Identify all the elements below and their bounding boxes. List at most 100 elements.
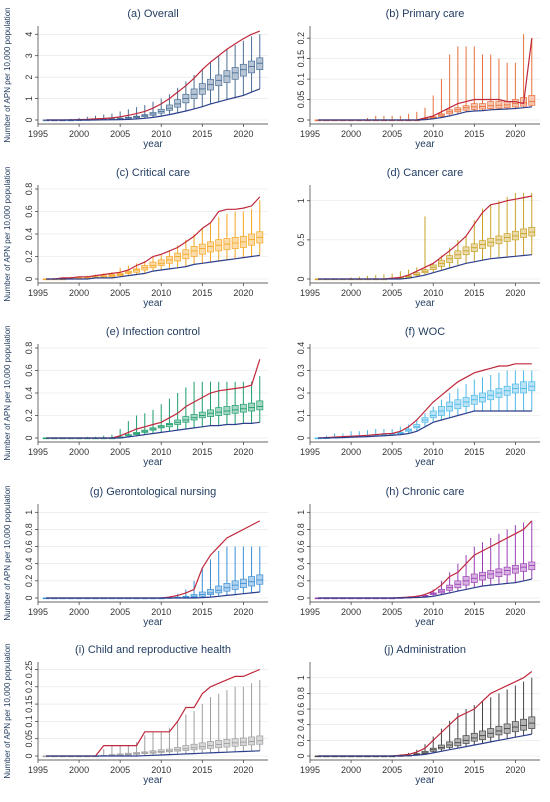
x-axis-label: year (143, 617, 163, 628)
y-tick-label: 0.2 (24, 409, 34, 422)
iqr-box (231, 67, 239, 80)
x-tick-label: 2015 (464, 288, 484, 298)
iqr-box (182, 416, 190, 423)
panel-title: (f) WOC (405, 326, 445, 338)
panel-d: (d) Cancer care 0 0.5 1 1995 2000 2005 2010 2015… (296, 167, 540, 309)
iqr-box (520, 718, 528, 731)
panel-h: (h) Chronic care 0 0.2 0.4 0.6 0.8 1 1995 2000 20… (296, 486, 540, 628)
iqr-box (207, 589, 214, 595)
iqr-box (470, 732, 478, 742)
y-axis-label: Number of APN per 10,000 population (3, 325, 12, 460)
y-tick-label: 0.4 (296, 718, 306, 731)
y-tick-label: 1 (296, 510, 306, 515)
x-tick-label: 2010 (151, 607, 171, 617)
y-tick-label: 0.15 (24, 695, 34, 713)
iqr-box (248, 736, 256, 746)
y-tick-label: 2 (24, 75, 34, 80)
min-line (46, 591, 260, 599)
x-tick-label: 2020 (505, 765, 525, 775)
y-tick-label: 0.2 (24, 250, 34, 263)
y-tick-label: 0.2 (24, 575, 34, 588)
max-line (318, 671, 533, 757)
panel-i: (i) Child and reproductive health 0 0.05 0.… (3, 643, 268, 786)
y-tick-label: 0.5 (296, 234, 306, 247)
min-line (318, 106, 532, 121)
x-tick-label: 1995 (300, 765, 320, 775)
panel-a: (a) Overall 0 1 2 3 4 1995 2000 2005 2010 2015 2020… (3, 7, 268, 150)
x-tick-label: 2000 (341, 129, 361, 139)
y-tick-label: 0 (24, 435, 34, 440)
y-tick-label: 0 (24, 117, 34, 122)
y-tick-label: 1 (296, 675, 306, 680)
panel-f: (f) WOC 0 0.1 0.2 0.3 0.4 1995 2000 2005 2010 2015… (296, 326, 540, 468)
iqr-box (190, 414, 198, 421)
x-tick-label: 2015 (464, 607, 484, 617)
x-tick-label: 2010 (423, 288, 443, 298)
y-tick-label: 0.8 (24, 523, 34, 536)
iqr-box (198, 742, 206, 750)
min-line (318, 254, 532, 280)
y-tick-label: 0.6 (24, 205, 34, 218)
x-tick-label: 1995 (28, 765, 48, 775)
x-tick-label: 2010 (423, 607, 443, 617)
min-line (318, 410, 532, 439)
x-tick-label: 2000 (69, 765, 89, 775)
min-line (46, 421, 260, 439)
y-tick-label: 0.05 (296, 91, 306, 109)
iqr-box (165, 423, 173, 428)
y-axis-label: Number of APN per 10,000 population (3, 7, 12, 142)
y-tick-label: 0 (296, 753, 306, 758)
x-tick-label: 2020 (505, 129, 525, 139)
iqr-box (256, 57, 264, 70)
x-tick-label: 2015 (192, 288, 212, 298)
x-tick-label: 2015 (192, 765, 212, 775)
y-tick-label: 0.15 (296, 50, 306, 68)
panel-g: (g) Gerontological nursing 0 0.2 0.4 0.6 0.8 1… (3, 485, 268, 628)
x-tick-label: 2005 (382, 288, 402, 298)
x-axis-label: year (415, 617, 435, 628)
x-tick-label: 2000 (69, 447, 89, 457)
panel-title: (j) Administration (384, 644, 466, 656)
max-line (318, 520, 533, 599)
iqr-box (239, 63, 247, 77)
y-tick-label: 0 (296, 595, 306, 600)
y-tick-label: 0 (24, 753, 34, 758)
x-tick-label: 2005 (382, 765, 402, 775)
x-tick-label: 1995 (28, 288, 48, 298)
x-tick-label: 2015 (192, 129, 212, 139)
x-tick-label: 2000 (341, 288, 361, 298)
panel-title: (e) Infection control (106, 326, 200, 338)
y-tick-label: 0.05 (24, 730, 34, 748)
panel-b: (b) Primary care 0 0.05 0.1 0.15 0.2 1995 2000 2… (296, 8, 540, 150)
panel-e: (e) Infection control 0 0.2 0.4 0.6 0.8 1995 20… (3, 325, 268, 468)
x-tick-label: 2000 (341, 447, 361, 457)
x-tick-label: 2010 (423, 765, 443, 775)
y-tick-label: 0.1 (24, 715, 34, 728)
min-line (46, 254, 260, 280)
y-tick-label: 0 (296, 276, 306, 281)
y-tick-label: 1 (24, 510, 34, 515)
x-tick-label: 1995 (300, 288, 320, 298)
y-axis-label: Number of APN per 10,000 population (3, 643, 12, 778)
x-tick-label: 1995 (300, 447, 320, 457)
panel-title: (b) Primary care (386, 8, 465, 20)
iqr-box (231, 405, 239, 414)
iqr-box (256, 400, 264, 411)
x-tick-label: 2020 (233, 288, 253, 298)
x-tick-label: 2005 (110, 607, 130, 617)
x-tick-label: 2010 (151, 129, 171, 139)
y-tick-label: 0 (296, 117, 306, 122)
x-tick-label: 2000 (341, 607, 361, 617)
y-tick-label: 0.4 (24, 228, 34, 241)
iqr-box (239, 403, 247, 413)
x-axis-label: year (143, 298, 163, 309)
x-tick-label: 2010 (423, 129, 443, 139)
x-tick-label: 2020 (233, 765, 253, 775)
x-tick-label: 2005 (382, 129, 402, 139)
x-tick-label: 2000 (69, 288, 89, 298)
iqr-box (207, 241, 214, 253)
x-tick-label: 2005 (110, 129, 130, 139)
iqr-box (215, 585, 223, 594)
panel-c: (c) Critical care 0 0.2 0.4 0.6 0.8 1995 2000 20… (3, 166, 268, 309)
